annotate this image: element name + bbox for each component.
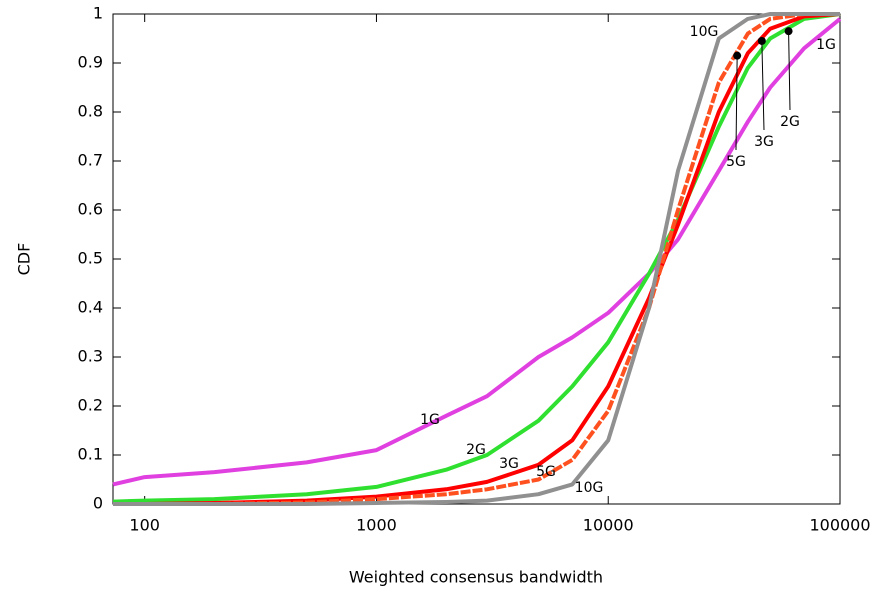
y-tick-label: 0.7 <box>78 151 103 170</box>
series-label: 2G <box>780 114 800 130</box>
cdf-line <box>112 17 842 487</box>
leader-line <box>761 40 765 131</box>
y-tick-label: 0.8 <box>78 102 103 121</box>
x-tick-label: 10000 <box>583 516 634 535</box>
point-marker <box>784 27 793 36</box>
y-tick-label: 0.6 <box>78 200 103 219</box>
series-label: 10G <box>690 24 719 40</box>
y-tick-label: 0.4 <box>78 298 103 317</box>
y-tick-label: 0.5 <box>78 249 103 268</box>
x-tick-label: 100 <box>129 516 160 535</box>
series-label: 1G <box>420 412 440 428</box>
series-label: 2G <box>466 442 486 458</box>
y-tick-label: 0.1 <box>78 445 103 464</box>
cdf-line <box>113 12 840 506</box>
x-axis-label: Weighted consensus bandwidth <box>349 568 603 587</box>
series-label: 3G <box>754 134 774 150</box>
leader-line <box>788 31 791 111</box>
cdf-line <box>112 12 841 504</box>
leader-line <box>735 55 738 151</box>
series-label: 5G <box>726 154 746 170</box>
y-tick-label: 0.2 <box>78 396 103 415</box>
y-tick-label: 1 <box>93 4 103 23</box>
point-marker <box>757 36 766 45</box>
x-tick-label: 1000 <box>356 516 397 535</box>
y-tick-label: 0 <box>93 494 103 513</box>
series-label: 1G <box>816 37 836 53</box>
series-label: 3G <box>499 456 519 472</box>
point-marker <box>733 51 742 60</box>
x-tick-label: 100000 <box>809 516 870 535</box>
cdf-line <box>113 12 841 506</box>
y-tick-label: 0.3 <box>78 347 103 366</box>
series-label: 10G <box>575 480 604 496</box>
series-label: 5G <box>536 464 556 480</box>
y-axis-label: CDF <box>15 243 34 276</box>
y-tick-label: 0.9 <box>78 53 103 72</box>
